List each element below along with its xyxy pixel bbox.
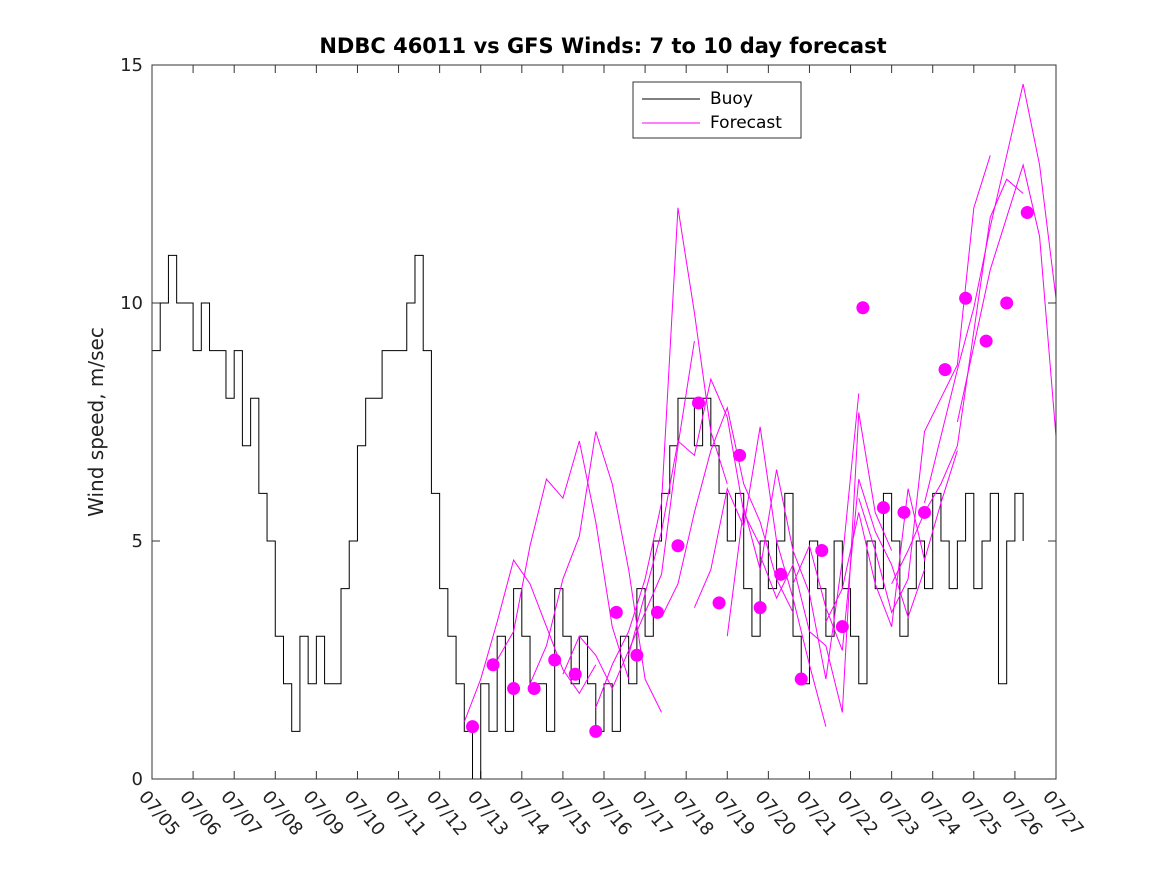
forecast-point: [568, 667, 582, 681]
forecast-run-line: [693, 426, 827, 727]
forecast-point: [959, 291, 973, 305]
x-tick-label: 07/19: [709, 787, 758, 840]
forecast-point: [650, 605, 664, 619]
plot-frame: [151, 64, 1057, 780]
forecast-run-line: [562, 341, 695, 690]
forecast-run-line: [661, 405, 794, 618]
forecast-point: [486, 658, 500, 672]
forecast-point: [856, 301, 870, 315]
plot-area: [152, 83, 1057, 780]
x-tick-label: 07/18: [668, 787, 717, 840]
forecast-point: [897, 505, 911, 519]
x-tick-label: 07/08: [257, 787, 306, 840]
x-tick-label: 07/20: [751, 787, 800, 840]
forecast-point: [630, 648, 644, 662]
y-axis-label: Wind speed, m/sec: [84, 327, 108, 517]
forecast-point: [609, 605, 623, 619]
y-tick-label: 15: [120, 55, 143, 76]
forecast-run-line: [496, 440, 630, 680]
forecast-point: [794, 672, 808, 686]
y-tick-label: 5: [132, 531, 143, 552]
chart-title: NDBC 46011 vs GFS Winds: 7 to 10 day for…: [319, 34, 886, 58]
x-tick-label: 07/23: [874, 787, 923, 840]
forecast-run-line: [924, 83, 1057, 504]
forecast-run-line: [891, 178, 1024, 585]
forecast-point: [733, 448, 747, 462]
forecast-point: [835, 620, 849, 634]
legend-box: [632, 81, 802, 139]
x-tick-label: 07/27: [1038, 787, 1087, 840]
x-tick-label: 07/22: [833, 787, 882, 840]
x-tick-label: 07/13: [463, 787, 512, 840]
forecast-point: [548, 653, 562, 667]
x-tick-label: 07/07: [216, 787, 265, 840]
forecast-point: [527, 682, 541, 696]
x-tick-label: 07/25: [956, 787, 1005, 840]
x-tick-label: 07/11: [381, 787, 430, 840]
forecast-run-line: [463, 558, 597, 723]
forecast-run-line: [956, 163, 1057, 437]
x-tick-label: 07/17: [627, 787, 676, 840]
forecast-run-line: [595, 207, 728, 708]
y-tick-label: 0: [132, 769, 143, 790]
x-tick-label: 07/12: [422, 787, 471, 840]
x-tick-label: 07/21: [792, 787, 841, 840]
forecast-run-line: [759, 412, 893, 713]
forecast-run-line: [825, 450, 958, 627]
buoy-series-line: [152, 254, 1024, 780]
forecast-point: [1000, 296, 1014, 310]
x-tick-label: 07/14: [504, 787, 553, 840]
x-tick-label: 07/06: [175, 787, 224, 840]
x-tick-label: 07/15: [545, 787, 594, 840]
x-tick-label: 07/26: [997, 787, 1046, 840]
forecast-run-line: [529, 431, 662, 713]
forecast-point: [918, 505, 932, 519]
forecast-point: [466, 720, 480, 734]
x-tick-label: 07/09: [299, 787, 348, 840]
forecast-point: [692, 396, 706, 410]
forecast-run-line: [628, 377, 761, 656]
forecast-point: [774, 567, 788, 581]
forecast-run-line: [858, 155, 991, 614]
forecast-point: [1020, 206, 1034, 220]
forecast-point: [979, 334, 993, 348]
y-tick-label: 10: [120, 293, 143, 314]
x-tick-label: 07/05: [134, 787, 183, 840]
forecast-point: [876, 501, 890, 515]
forecast-point: [671, 539, 685, 553]
forecast-point: [815, 544, 829, 558]
forecast-point: [507, 682, 521, 696]
x-tick-label: 07/24: [915, 787, 964, 840]
legend-forecast-label: Forecast: [710, 113, 782, 133]
legend: Buoy Forecast: [632, 81, 802, 139]
x-tick-label: 07/16: [586, 787, 635, 840]
forecast-point: [938, 363, 952, 377]
legend-buoy-label: Buoy: [710, 89, 753, 109]
forecast-point: [589, 724, 603, 738]
forecast-point: [712, 596, 726, 610]
x-tick-label: 07/10: [340, 787, 389, 840]
forecast-run-line: [792, 478, 925, 651]
forecast-point: [753, 601, 767, 615]
